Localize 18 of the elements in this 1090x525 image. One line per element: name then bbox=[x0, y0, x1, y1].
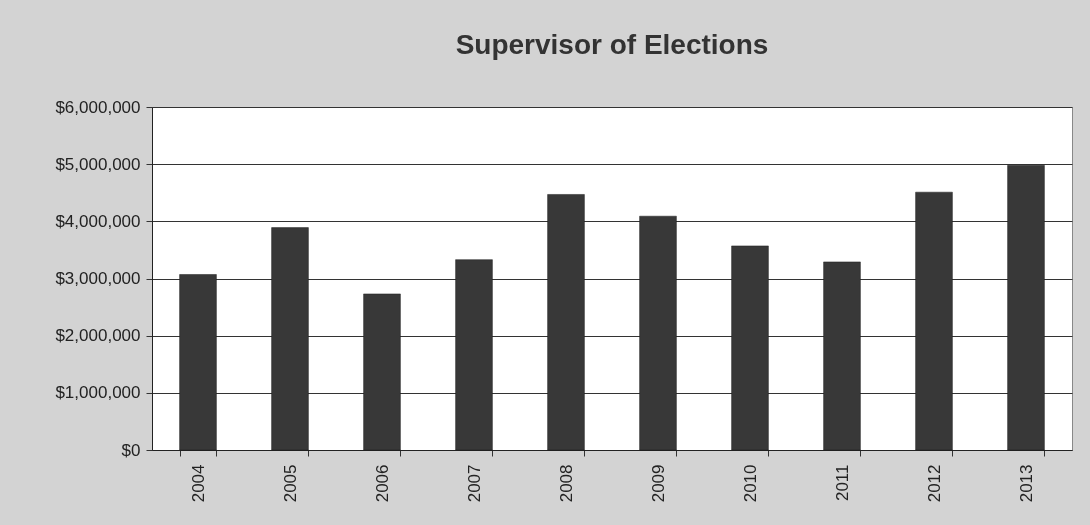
y-tick-label: $1,000,000 bbox=[55, 383, 141, 403]
x-tick-label: 2009 bbox=[648, 464, 668, 503]
y-tick-label: $0 bbox=[121, 440, 141, 460]
y-tick-label: $3,000,000 bbox=[55, 269, 141, 288]
x-tick-label: 2010 bbox=[740, 464, 760, 503]
chart-title: Supervisor of Elections bbox=[455, 29, 769, 60]
x-tick-label: 2006 bbox=[372, 464, 392, 503]
y-tick-label: $5,000,000 bbox=[55, 154, 141, 174]
x-tick-label: 2012 bbox=[924, 464, 944, 503]
x-tick-label: 2013 bbox=[1016, 464, 1036, 503]
x-tick-label: 2005 bbox=[280, 464, 300, 503]
y-tick-label: $6,000,000 bbox=[55, 97, 141, 117]
x-tick-label: 2007 bbox=[464, 464, 484, 503]
x-tick-label: 2004 bbox=[188, 464, 208, 503]
y-tick-label: $2,000,000 bbox=[55, 326, 141, 346]
y-tick-label: $4,000,000 bbox=[55, 211, 141, 231]
x-tick-label: 2011 bbox=[832, 464, 852, 502]
x-tick-label: 2008 bbox=[556, 464, 576, 503]
